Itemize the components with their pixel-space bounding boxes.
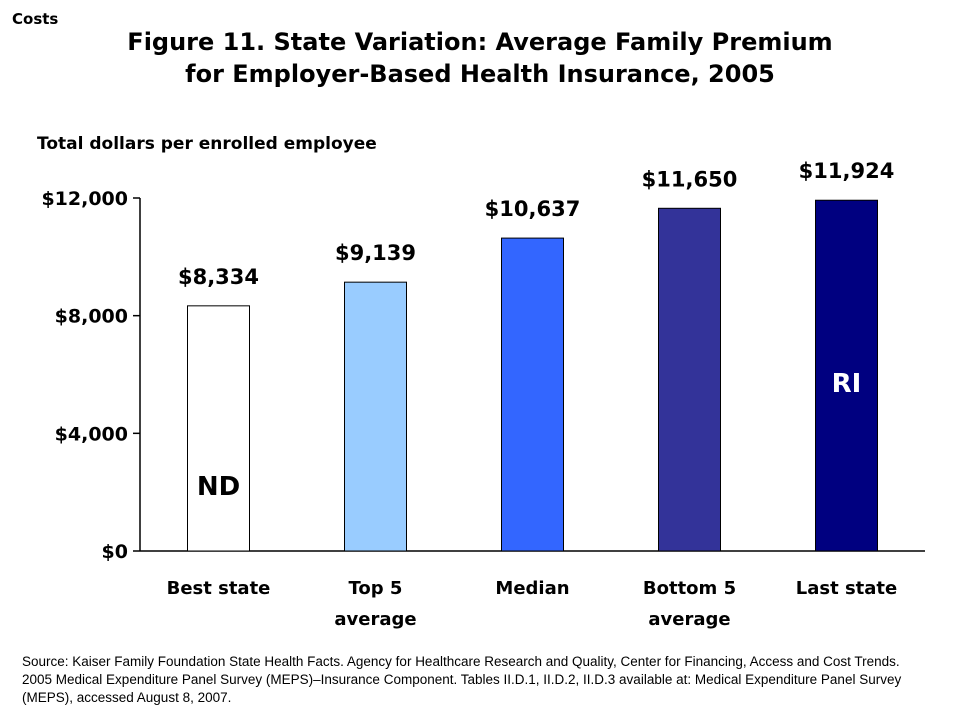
y-tick-label: $4,000 xyxy=(55,423,128,445)
x-tick-label: Last state xyxy=(796,578,897,599)
y-tick-label: $0 xyxy=(102,541,128,563)
x-tick-label: Bottom 5 xyxy=(643,578,736,599)
bar xyxy=(501,237,564,552)
chart-title: Figure 11. State Variation: Average Fami… xyxy=(60,26,900,90)
x-tick-label: average xyxy=(334,609,416,630)
x-tick-label: Median xyxy=(495,578,569,599)
source-note: Source: Kaiser Family Foundation State H… xyxy=(22,654,902,705)
y-axis-label: Total dollars per enrolled employee xyxy=(37,134,377,154)
section-tag: Costs xyxy=(12,10,59,28)
bar xyxy=(815,199,878,552)
title-line-2: for Employer-Based Health Insurance, 200… xyxy=(185,60,775,88)
data-label: $10,637 xyxy=(485,197,581,221)
bar xyxy=(187,305,250,552)
data-label: $11,650 xyxy=(642,167,738,191)
bar-chart: $0 $4,000 $8,000 $12,000 $8,334 Best state ND $… xyxy=(41,159,925,630)
data-label: $8,334 xyxy=(178,265,259,289)
y-tick-label: $12,000 xyxy=(41,188,128,210)
data-label: $9,139 xyxy=(335,241,416,265)
x-tick-label: average xyxy=(648,609,730,630)
data-label: $11,924 xyxy=(799,159,895,183)
bar xyxy=(344,281,407,552)
x-tick-label: Top 5 xyxy=(349,578,403,599)
title-line-1: Figure 11. State Variation: Average Fami… xyxy=(127,28,833,56)
bar-annotation: ND xyxy=(197,472,240,502)
bar xyxy=(658,207,721,552)
x-tick-label: Best state xyxy=(167,578,271,599)
y-tick-label: $8,000 xyxy=(55,306,128,328)
bar-annotation: RI xyxy=(832,369,862,399)
